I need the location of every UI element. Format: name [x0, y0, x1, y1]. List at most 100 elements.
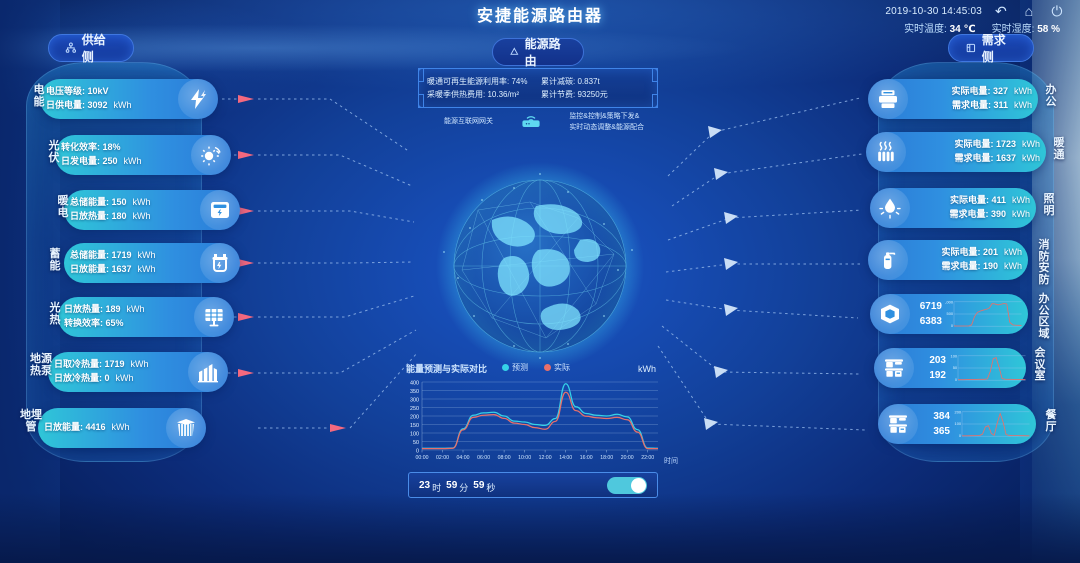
gateway-description: 监控&控制&策略下发& 实时动态调整&能源配合: [569, 113, 644, 131]
supply-card-2[interactable]: 总储能量: 150 kWh 日放热量: 180 kWh: [64, 190, 240, 230]
supply-card-0-row-0: 电压等级: 10kV: [46, 86, 109, 97]
svg-text:10:00: 10:00: [518, 455, 531, 461]
energy-comparison-chart: 能量预测与实际对比 预测 实际 kWh 0 50 100 150 200 250 300 35…: [392, 362, 678, 472]
environment-readings: 实时温度: 34 ℃ 实时湿度: 58 %: [904, 20, 1060, 35]
demand-label-3: 消防安防: [1038, 239, 1050, 286]
demand-card-6-icon: [878, 404, 918, 444]
demand-card-1-icon: [866, 132, 906, 172]
demand-card-1[interactable]: 实际电量: 1723 kWh 需求电量: 1637 kWh: [866, 132, 1046, 172]
chart-unit: kWh: [638, 364, 656, 374]
demand-card-5[interactable]: 203 192 100 50 0: [874, 348, 1026, 388]
supply-card-5-row-0: 日取冷热量: 1719 kWh: [54, 359, 149, 370]
time-control-bar[interactable]: 23 时 59 分 59 秒: [408, 472, 658, 498]
meter-icon: [211, 202, 229, 218]
svg-text:12:00: 12:00: [539, 455, 552, 461]
svg-text:1,000: 1,000: [945, 300, 954, 305]
lamp-icon: [879, 198, 901, 219]
globe-visual: [418, 158, 662, 374]
supply-label-4: 光​热: [49, 302, 61, 326]
humidity-label: 实时湿度:: [991, 24, 1035, 35]
bottom-glow: [0, 493, 1080, 563]
supply-card-4-lines: 日放热量: 189 kWh 转换效率: 65%: [58, 303, 194, 331]
desk-icon: [889, 415, 907, 433]
demand-card-4[interactable]: 671963831,000 500 0: [870, 294, 1028, 334]
svg-text:100: 100: [951, 354, 958, 359]
supply-card-3-lines: 总储能量: 1719 kWh 日放能量: 1637 kWh: [64, 249, 200, 277]
supply-card-1[interactable]: 转化效率: 18% 日发电量: 250 kWh: [55, 135, 231, 175]
demand-card-0-row-0: 实际电量: 327 kWh: [951, 86, 1032, 97]
demand-side-button[interactable]: 需求侧: [948, 33, 1034, 64]
demand-card-2[interactable]: 实际电量: 411 kWh 需求电量: 390 kWh: [870, 188, 1036, 228]
gateway-info: 能源互联网网关 监控&控制&策略下发& 实时动态调整&能源配合: [444, 112, 644, 133]
demand-label-2: 照明: [1043, 193, 1055, 217]
recycle-icon: [510, 47, 519, 55]
svg-text:22:00: 22:00: [641, 455, 654, 461]
demand-card-3[interactable]: 实际电量: 201 kWh 需求电量: 190 kWh: [868, 240, 1028, 280]
demand-card-1-lines: 实际电量: 1723 kWh 需求电量: 1637 kWh: [906, 138, 1046, 166]
supply-card-3-row-0: 总储能量: 1719 kWh: [70, 250, 156, 261]
svg-text:0: 0: [959, 433, 962, 438]
supply-label-3: 蓄​能: [49, 248, 61, 272]
svg-text:200: 200: [955, 410, 962, 415]
legend-predicted: 预测: [502, 362, 528, 373]
demand-card-6-values: 384 365: [933, 411, 950, 437]
svg-text:04:00: 04:00: [457, 455, 470, 461]
demand-card-2-lines: 实际电量: 411 kWh 需求电量: 390 kWh: [910, 194, 1036, 222]
hour-unit: 时: [432, 483, 442, 493]
temperature-label: 实时温度:: [904, 24, 947, 35]
metric-heating-cost: 采暖季供热费用: 10.36/m²: [427, 89, 520, 99]
demand-card-6-mini: 384 365 200 100 0: [918, 409, 1036, 439]
humidity-value: 58 %: [1037, 24, 1060, 35]
supply-card-2-icon: [200, 190, 240, 230]
supply-card-4-row-1: 转换效率: 65%: [64, 318, 124, 328]
svg-text:18:00: 18:00: [600, 455, 613, 461]
demand-card-1-row-0: 实际电量: 1723 kWh: [954, 139, 1040, 150]
supply-card-0[interactable]: 电压等级: 10kV 日供电量: 3092 kWh: [40, 79, 218, 119]
demand-card-3-lines: 实际电量: 201 kWh 需求电量: 190 kWh: [908, 246, 1028, 274]
home-icon[interactable]: ⌂: [1024, 3, 1034, 19]
demand-card-4-mini: 671963831,000 500 0: [910, 299, 1028, 329]
chart-title: 能量预测与实际对比: [406, 364, 488, 374]
svg-text:250: 250: [410, 406, 419, 412]
supply-card-4[interactable]: 日放热量: 189 kWh 转换效率: 65%: [58, 297, 234, 337]
hour-value[interactable]: 23: [419, 479, 431, 491]
supply-label-2: 暖​电: [57, 195, 69, 219]
supply-card-6-icon: [166, 408, 206, 448]
solar-sun-icon: [201, 146, 221, 166]
temperature-reading: 实时温度: 34 ℃: [904, 20, 976, 35]
demand-card-6[interactable]: 384 365 200 100 0: [878, 404, 1036, 444]
heat-pump-icon: [198, 364, 218, 383]
timestamp: 2019-10-30 14:45:03: [885, 5, 982, 17]
ground-pipe-icon: [177, 419, 195, 436]
demand-card-3-row-0: 实际电量: 201 kWh: [941, 247, 1022, 258]
supply-card-2-row-0: 总储能量: 150 kWh: [70, 197, 151, 208]
time-toggle-switch[interactable]: [607, 476, 647, 494]
supply-card-6-lines: 日放能量: 4416 kWh: [38, 421, 166, 435]
supply-card-6[interactable]: 日放能量: 4416 kWh: [38, 408, 206, 448]
supply-side-button[interactable]: 供给侧: [48, 33, 134, 64]
demand-side-label: 需求侧: [981, 33, 1006, 64]
center-metrics-panel: 暖通可再生能源利用率: 74% 累计减碳: 0.837t 采暖季供热费用: 10…: [418, 68, 658, 108]
legend-actual: 实际: [544, 362, 570, 373]
supply-label-1: 光​伏: [48, 140, 60, 164]
svg-text:100: 100: [410, 431, 419, 437]
second-value[interactable]: 59: [473, 479, 485, 491]
mini-chart: 100 50 0: [951, 354, 1026, 382]
undo-icon[interactable]: ↶: [995, 2, 1007, 19]
supply-card-1-icon: [191, 135, 231, 175]
minute-value[interactable]: 59: [446, 479, 458, 491]
supply-card-5[interactable]: 日取冷热量: 1719 kWh 日放冷热量: 0 kWh: [48, 352, 228, 392]
supply-label-5: 地​源​热​泵: [30, 353, 52, 377]
chart-series-0: [421, 383, 659, 449]
svg-text:00:00: 00:00: [416, 455, 429, 461]
supply-card-3-row-1: 日放能量: 1637 kWh: [70, 264, 156, 274]
lightning-icon: [191, 89, 206, 109]
demand-card-0-lines: 实际电量: 327 kWh 需求电量: 311 kWh: [908, 85, 1038, 113]
printer-icon: [879, 90, 897, 108]
supply-card-3[interactable]: 总储能量: 1719 kWh 日放能量: 1637 kWh: [64, 243, 240, 283]
svg-text:400: 400: [410, 380, 419, 386]
energy-route-button[interactable]: 能源路由: [492, 37, 584, 68]
power-icon[interactable]: ⏻: [1051, 2, 1063, 19]
supply-card-1-row-1: 日发电量: 250 kWh: [61, 156, 142, 166]
demand-card-0[interactable]: 实际电量: 327 kWh 需求电量: 311 kWh: [868, 79, 1038, 119]
